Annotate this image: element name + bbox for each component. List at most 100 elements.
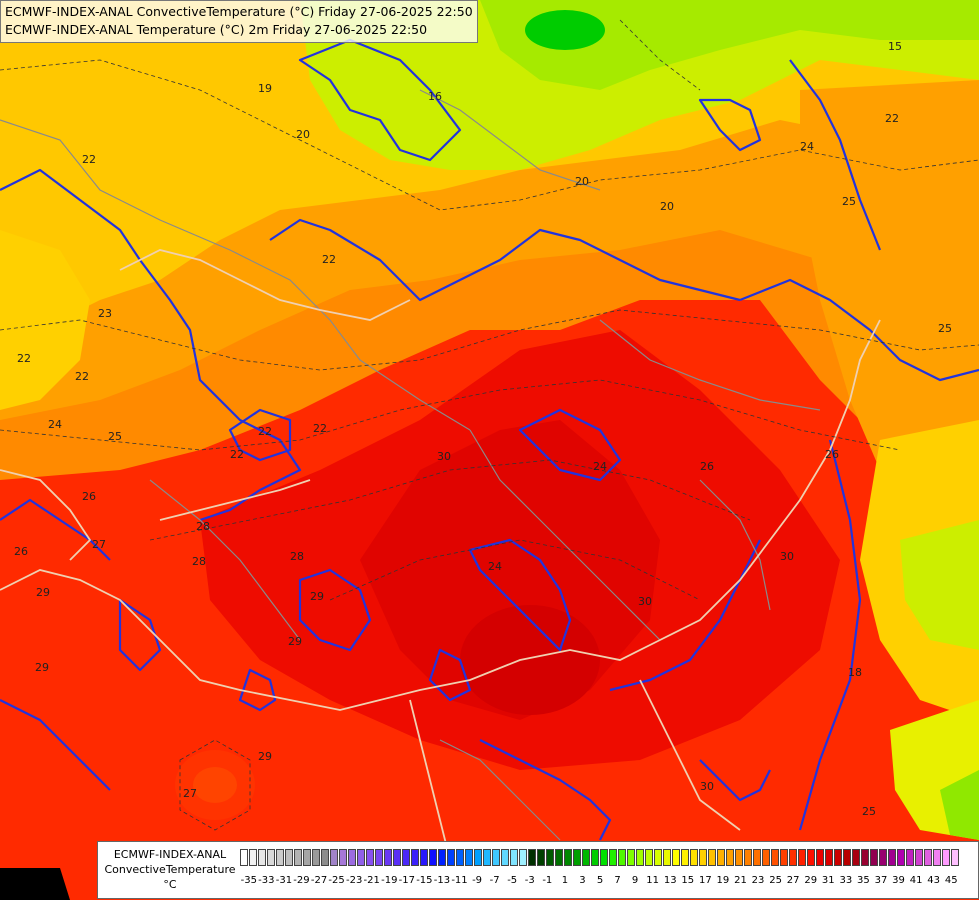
legend-title-line2: ConvectiveTemperature [104,863,236,876]
contour-label: 27 [92,538,106,551]
map-corner-mask [0,868,70,900]
legend-swatch [411,849,419,866]
legend-swatch [609,849,617,866]
legend-tick-label: 11 [646,875,660,886]
legend-swatch [618,849,626,866]
legend-tick-label: 23 [751,875,765,886]
contour-label: 30 [780,550,794,563]
legend-tick-label: 17 [698,875,712,886]
legend-swatch [645,849,653,866]
legend-swatch [942,849,950,866]
contour-label: 22 [885,112,899,125]
legend-swatch [384,849,392,866]
legend-swatch [483,849,491,866]
legend-swatch [780,849,788,866]
region-hot-sw-inner [193,767,237,803]
legend-swatch [456,849,464,866]
legend-swatch [465,849,473,866]
legend-swatch [393,849,401,866]
legend-swatch [312,849,320,866]
legend-tick-label: -5 [507,875,518,886]
legend-swatch [330,849,338,866]
legend-swatch [420,849,428,866]
legend-swatch [654,849,662,866]
legend-swatch [276,849,284,866]
contour-label: 27 [183,787,197,800]
legend-swatch [402,849,410,866]
legend-swatch [582,849,590,866]
legend-tick-label: 15 [681,875,695,886]
legend-swatch [267,849,275,866]
contour-label: 23 [98,307,112,320]
contour-label: 24 [800,140,814,153]
legend-tick-label: -23 [345,875,363,886]
contour-label: 19 [258,82,272,95]
legend-swatch [744,849,752,866]
legend-tick-label: 5 [596,875,604,886]
legend-tick-label: 13 [663,875,677,886]
convective-contours [0,19,979,831]
contour-label: 29 [36,586,50,599]
legend-swatch [285,849,293,866]
temperature-isolines [0,38,979,841]
legend-swatch [807,849,815,866]
legend-swatch [753,849,761,866]
legend-swatch [564,849,572,866]
legend-tick-label: 33 [839,875,853,886]
legend-swatch [447,849,455,866]
contour-label: 28 [290,550,304,563]
legend-swatch [258,849,266,866]
legend-tick-label: 37 [874,875,888,886]
contour-label: 26 [700,460,714,473]
legend-tick-label: 29 [804,875,818,886]
legend-swatch [429,849,437,866]
contour-label: 20 [575,175,589,188]
legend-swatch [357,849,365,866]
legend-tick-label: 1 [561,875,569,886]
legend-tick-label: -7 [489,875,500,886]
country-borders [0,249,881,861]
legend-swatch [762,849,770,866]
legend-tick-label: -9 [472,875,483,886]
legend-tick-label: -29 [293,875,310,886]
map-title-convective: ECMWF-INDEX-ANAL ConvectiveTemperature (… [5,4,473,19]
contour-label: 25 [108,430,122,443]
contour-label: 24 [593,460,607,473]
contour-label: 22 [82,153,96,166]
legend-swatch [492,849,500,866]
legend-swatch [474,849,482,866]
legend-swatch [690,849,698,866]
contour-label: 22 [230,448,244,461]
legend-tick-label: -17 [398,875,415,886]
map-title-temperature: ECMWF-INDEX-ANAL Temperature (°C) 2m Fri… [5,22,428,37]
contour-label: 20 [296,128,310,141]
contour-label: 26 [82,490,96,503]
legend-swatch [537,849,545,866]
contour-label: 16 [428,90,442,103]
legend-swatch [663,849,671,866]
legend-swatch [717,849,725,866]
legend-swatch [348,849,356,866]
legend-swatch [708,849,716,866]
legend-swatch [519,849,527,866]
contour-label: 29 [310,590,324,603]
legend-tick-label: -33 [258,875,275,886]
contour-label: 29 [35,661,49,674]
region-lime-southeast [900,520,979,650]
legend-tick-label: -19 [381,875,398,886]
contour-label: 26 [825,448,839,461]
contour-label: 15 [888,40,902,53]
legend-tick-label: -3 [524,875,535,886]
region-boundaries [0,89,821,841]
legend-swatch [933,849,941,866]
legend-swatch [726,849,734,866]
legend-swatch [897,849,905,866]
legend-swatch [636,849,644,866]
legend-swatch [366,849,374,866]
legend-tick-label: -31 [275,875,293,886]
legend-tick-label: -11 [451,875,468,886]
contour-label: 24 [488,560,502,573]
color-legend: ECMWF-INDEX-ANAL ConvectiveTemperature °… [97,841,979,899]
